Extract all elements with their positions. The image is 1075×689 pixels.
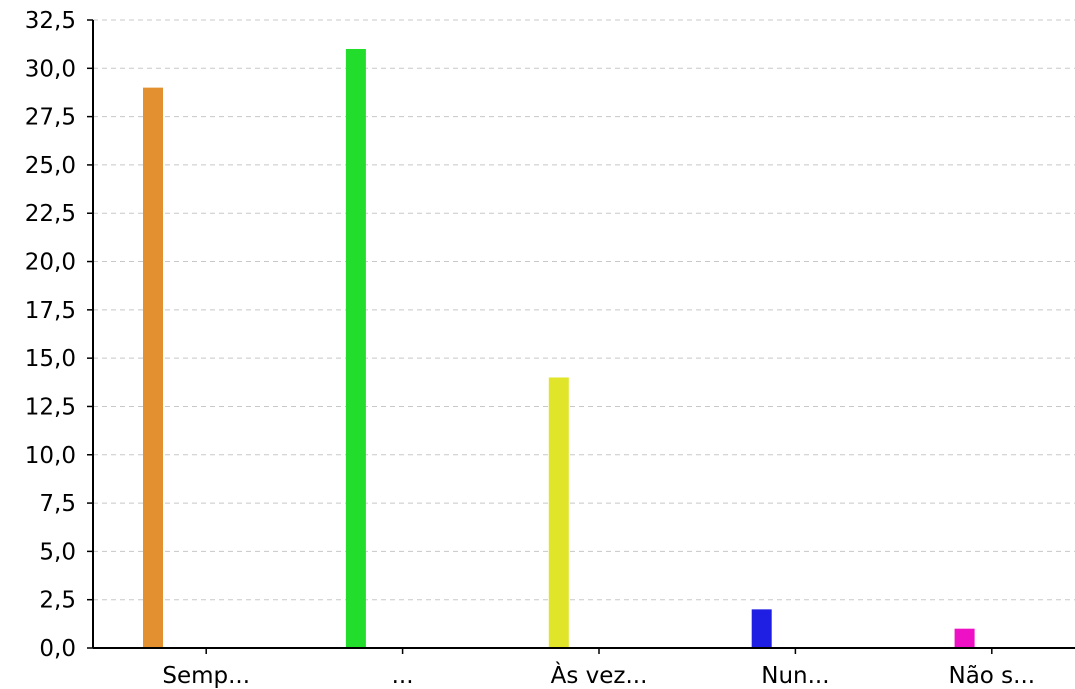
bar bbox=[345, 48, 366, 648]
y-tick-label: 20,0 bbox=[25, 250, 76, 276]
y-axis-ticks: 0,0 2,5 5,0 7,5 10,0 12,5 15,0 17,5 20,0 22,5 25,0… bbox=[25, 8, 93, 662]
x-tick-label: ... bbox=[392, 663, 414, 689]
y-tick-label: 0,0 bbox=[39, 636, 76, 662]
y-tick-label: 25,0 bbox=[25, 153, 76, 179]
axes bbox=[92, 20, 1075, 649]
y-tick-label: 7,5 bbox=[39, 491, 76, 517]
bar bbox=[548, 377, 569, 648]
gridlines bbox=[93, 19, 1075, 601]
y-tick-label: 32,5 bbox=[25, 8, 76, 34]
bar bbox=[954, 628, 975, 648]
y-tick-label: 5,0 bbox=[39, 539, 76, 565]
x-tick-label: Às vez... bbox=[551, 661, 648, 689]
y-tick-label: 2,5 bbox=[39, 588, 76, 614]
x-axis-ticks: Semp...... Às vez... Nun... Não s... bbox=[162, 648, 1035, 689]
bar bbox=[751, 609, 772, 648]
x-tick-label: Nun... bbox=[761, 663, 829, 689]
y-tick-label: 22,5 bbox=[25, 201, 76, 227]
y-tick-label: 15,0 bbox=[25, 346, 76, 372]
bars bbox=[143, 48, 975, 649]
y-tick-label: 10,0 bbox=[25, 443, 76, 469]
x-tick-label: Semp... bbox=[162, 663, 250, 689]
y-tick-label: 12,5 bbox=[25, 394, 76, 420]
y-tick-label: 17,5 bbox=[25, 298, 76, 324]
y-tick-label: 30,0 bbox=[25, 56, 76, 82]
bar bbox=[143, 87, 163, 649]
y-tick-label: 27,5 bbox=[25, 105, 76, 131]
x-tick-label: Não s... bbox=[948, 663, 1035, 689]
